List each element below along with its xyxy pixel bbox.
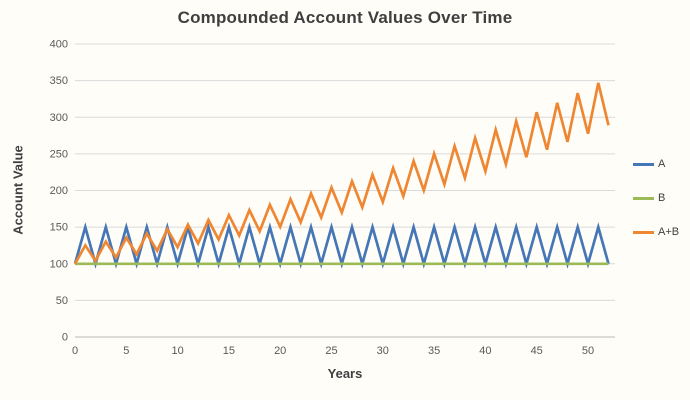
svg-text:45: 45 — [531, 345, 543, 357]
svg-text:30: 30 — [377, 345, 389, 357]
svg-text:200: 200 — [50, 185, 68, 197]
legend-swatch-b — [633, 197, 654, 200]
svg-text:10: 10 — [171, 345, 183, 357]
svg-text:300: 300 — [50, 112, 68, 124]
legend-item-b: B — [633, 192, 679, 205]
legend-swatch-a-plus-b — [633, 231, 654, 234]
legend: A B A+B — [633, 158, 679, 260]
svg-text:40: 40 — [479, 345, 491, 357]
y-axis-title: Account Value — [10, 145, 26, 235]
svg-text:5: 5 — [123, 345, 129, 357]
legend-swatch-a — [633, 163, 654, 166]
svg-text:25: 25 — [325, 345, 337, 357]
svg-text:35: 35 — [428, 345, 440, 357]
x-axis-title: Years — [327, 366, 363, 381]
svg-text:50: 50 — [582, 345, 594, 357]
legend-label-b: B — [658, 192, 666, 204]
svg-text:350: 350 — [50, 75, 68, 87]
legend-item-a-plus-b: A+B — [633, 226, 679, 239]
svg-text:15: 15 — [223, 345, 235, 357]
svg-text:100: 100 — [50, 258, 68, 270]
svg-text:20: 20 — [274, 345, 286, 357]
svg-text:0: 0 — [62, 332, 68, 344]
svg-text:250: 250 — [50, 148, 68, 160]
legend-label-a: A — [658, 158, 666, 170]
chart-title: Compounded Account Values Over Time — [177, 8, 513, 27]
svg-text:150: 150 — [50, 222, 68, 234]
svg-text:50: 50 — [56, 295, 68, 307]
legend-label-a-plus-b: A+B — [658, 226, 680, 238]
svg-text:400: 400 — [50, 39, 68, 51]
svg-text:0: 0 — [72, 345, 78, 357]
legend-item-a: A — [633, 158, 679, 171]
